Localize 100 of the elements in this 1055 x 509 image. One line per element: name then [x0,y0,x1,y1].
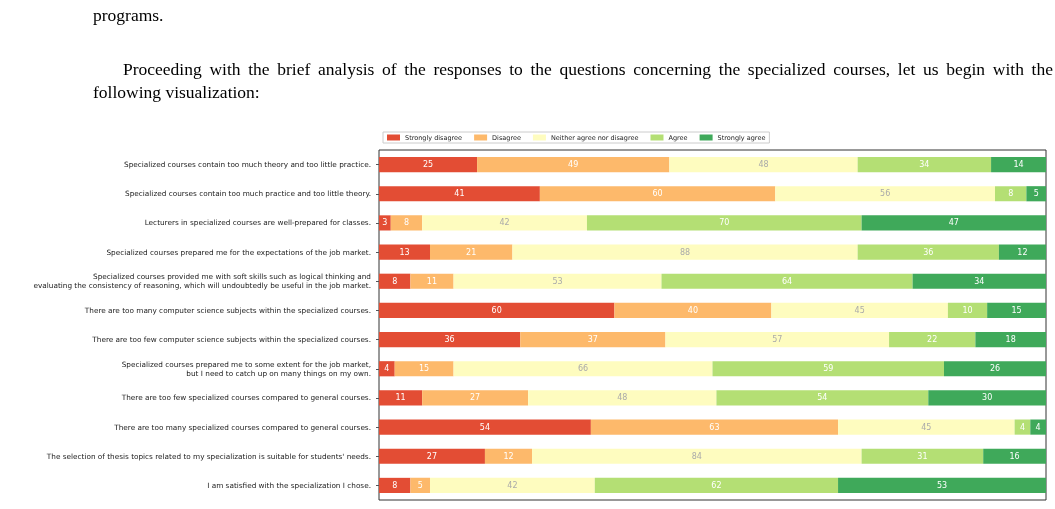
bar [379,302,615,318]
bar [520,332,666,348]
bar [889,332,976,348]
data-label: 26 [989,364,1001,374]
data-label: 42 [499,218,510,228]
bar [410,477,431,493]
bar [430,477,595,493]
data-label: 21 [466,247,477,257]
data-label: 53 [936,480,948,490]
bar [594,477,839,493]
bar [861,215,1046,231]
bar [838,419,1015,435]
data-label: 63 [709,422,720,432]
data-label: 10 [962,305,973,315]
bar [614,302,772,318]
data-label: 60 [652,189,663,199]
bar [453,361,713,377]
bar [912,273,1046,289]
bar [775,186,995,202]
data-label: 41 [454,189,465,199]
bar [477,157,670,173]
data-label: 59 [823,364,834,374]
data-label: 45 [854,305,865,315]
data-label: 47 [948,218,959,228]
data-label: 37 [587,335,598,345]
data-label: 48 [617,393,628,403]
data-label: 8 [1008,189,1014,199]
bar [484,448,533,464]
bar [590,419,839,435]
bar [379,419,591,435]
text: programs. [93,4,165,27]
bar [394,361,454,377]
data-label: 56 [880,189,891,199]
bar [379,361,395,377]
bar [1026,186,1046,202]
data-label: 54 [479,422,491,432]
bar [379,448,485,464]
data-label: 64 [781,276,793,286]
bar [771,302,948,318]
bar [665,332,890,348]
bar [712,361,944,377]
bar [379,390,423,406]
bar [838,477,1046,493]
data-label: 57 [772,335,783,345]
data-label: 16 [1009,451,1020,461]
bar [994,186,1027,202]
data-label: 8 [392,276,398,286]
data-label: 11 [426,276,438,286]
data-label: 60 [491,305,502,315]
data-label: 62 [711,480,722,490]
bar [669,157,858,173]
data-label: 27 [426,451,438,461]
bar [379,157,478,173]
bar [943,361,1046,377]
bar [987,302,1046,318]
bar [430,244,513,260]
bar [998,244,1046,260]
data-label: 36 [444,335,455,345]
data-label: 30 [982,393,993,403]
bar [532,448,862,464]
data-label: 48 [758,160,769,170]
data-label: 4 [1035,422,1041,432]
bar [983,448,1046,464]
bar [991,157,1046,173]
data-label: 5 [1033,189,1039,199]
bar [422,215,587,231]
data-label: 12 [1017,247,1028,257]
bar [528,390,717,406]
bar [539,186,776,202]
data-label: 3 [382,218,388,228]
data-label: 27 [470,393,481,403]
bar [861,448,984,464]
data-label: 42 [507,480,518,490]
bar [975,332,1046,348]
bar [379,477,411,493]
data-label: 8 [403,218,410,228]
data-label: 70 [719,218,730,228]
bar [947,302,988,318]
bar [716,390,929,406]
data-label: 18 [1005,335,1016,345]
data-label: 25 [422,160,434,170]
bar [928,390,1046,406]
data-label: 40 [687,305,698,315]
bar [661,273,913,289]
bar [390,215,423,231]
data-label: 22 [927,335,938,345]
bar [857,244,999,260]
bar [379,273,411,289]
bar [512,244,858,260]
bar [422,390,529,406]
data-label: 49 [568,160,579,170]
data-label: 34 [919,160,930,170]
data-label: 13 [399,247,410,257]
data-label: 53 [552,276,563,286]
text: Proceeding with the brief analysis of the responses to the questions concerning the specialized courses, let us begin with the following visualization: [93,58,1053,104]
data-label: 4 [1019,422,1026,432]
data-label: 36 [923,247,934,257]
data-label: 8 [392,480,398,490]
data-label: 45 [921,422,932,432]
bar [453,273,662,289]
